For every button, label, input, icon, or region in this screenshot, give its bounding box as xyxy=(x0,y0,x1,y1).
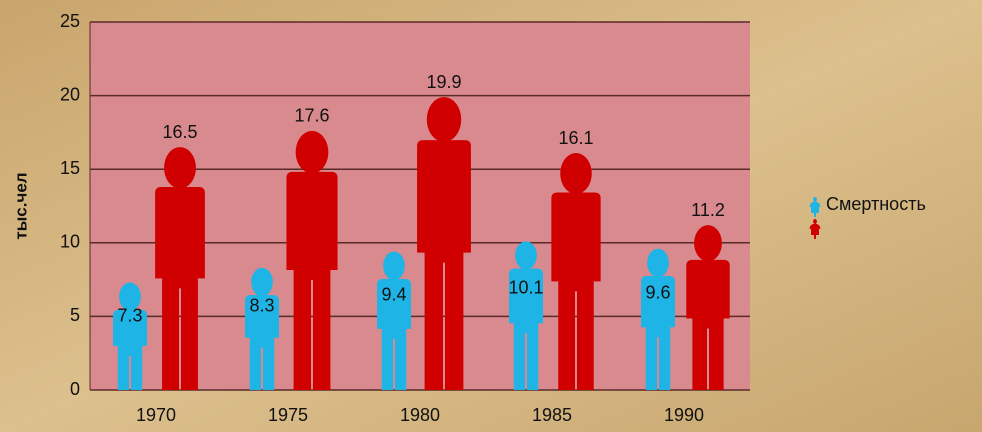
y-tick-label: 25 xyxy=(60,11,80,31)
y-tick-label: 20 xyxy=(60,84,80,104)
data-label: 8.3 xyxy=(249,296,274,316)
chart: тыс.чел 0 5 10 15 20 25 1970 7.3 16.5 1975 8.3 17.6… xyxy=(0,0,982,432)
data-label: 11.2 xyxy=(691,200,725,220)
data-label: 19.9 xyxy=(426,72,461,92)
data-label: 10.1 xyxy=(508,278,543,298)
data-label: 17.6 xyxy=(294,106,329,126)
y-tick-label: 0 xyxy=(70,379,80,399)
y-tick-label: 5 xyxy=(70,305,80,325)
x-tick-label: 1980 xyxy=(400,405,440,425)
page: тыс.чел 0 5 10 15 20 25 1970 7.3 16.5 1975 8.3 17.6… xyxy=(0,0,982,432)
y-tick-label: 10 xyxy=(60,232,80,252)
x-tick-label: 1985 xyxy=(532,405,572,425)
data-label: 16.1 xyxy=(558,128,593,148)
x-tick-label: 1990 xyxy=(664,405,704,425)
x-tick-label: 1975 xyxy=(268,405,308,425)
y-axis-label: тыс.чел xyxy=(11,172,30,239)
legend-label: Смертность xyxy=(826,194,926,214)
data-label: 7.3 xyxy=(117,306,142,326)
x-tick-label: 1970 xyxy=(136,405,176,425)
data-label: 9.4 xyxy=(381,285,406,305)
data-label: 9.6 xyxy=(645,283,670,303)
y-tick-label: 15 xyxy=(60,158,80,178)
data-label: 16.5 xyxy=(162,122,197,142)
